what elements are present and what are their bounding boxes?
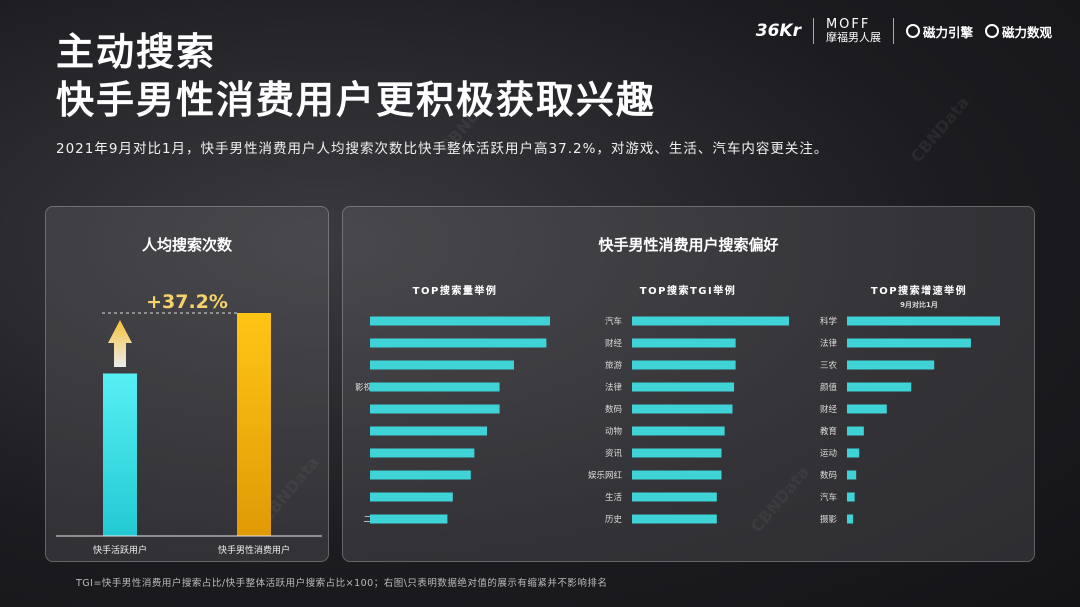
category-label: 动物	[605, 426, 623, 437]
bar	[847, 360, 935, 370]
cili-data-icon	[984, 24, 999, 38]
logo-cili-engine: 磁力引擎	[905, 22, 973, 41]
bar	[237, 313, 271, 536]
bar	[847, 404, 887, 414]
page-subtitle: 2021年9月对比1月，快手男性消费用户人均搜索次数比快手整体活跃用户高37.2…	[56, 141, 829, 157]
bar	[847, 470, 857, 480]
left-chart-svg: 快手活跃用户 快手男性消费用户 +37.2%	[56, 291, 322, 556]
up-arrow-icon	[108, 320, 132, 367]
category-label: 运动	[820, 448, 838, 459]
panel-title: TOP搜索TGI举例	[640, 284, 736, 297]
left-chart-panel: 人均搜索次数 快手活跃用户 快手男性消费用户 +37.2%	[45, 206, 329, 562]
category-label: 摄影	[820, 514, 838, 525]
bar	[847, 492, 855, 502]
bar	[370, 316, 550, 326]
bar	[632, 404, 733, 414]
left-chart-title: 人均搜索次数	[141, 236, 232, 254]
bar	[632, 338, 736, 348]
bar	[632, 360, 736, 370]
category-label: 旅游	[605, 360, 623, 371]
logo-cili-data-text: 磁力数观	[1001, 24, 1052, 40]
bar	[370, 338, 547, 348]
bar	[370, 492, 453, 502]
category-label: 数码	[605, 404, 622, 415]
bar	[632, 492, 717, 502]
bar	[103, 373, 137, 536]
right-chart-svg: TOP搜索量举例游戏生活汽车影视综艺美食明星数码音乐图片二次元TOP搜索TGI举…	[355, 284, 1000, 525]
bar	[370, 382, 500, 392]
bar	[632, 470, 722, 480]
category-label: 法律	[820, 338, 838, 349]
bar	[632, 448, 722, 458]
growth-annotation: +37.2%	[146, 291, 228, 313]
bar	[632, 316, 789, 326]
category-label: 历史	[605, 514, 623, 525]
bar	[847, 426, 864, 436]
category-label: 法律	[605, 382, 623, 393]
x-tick-label: 快手活跃用户	[93, 544, 147, 556]
logo-moff: MOFF 摩福男人展	[826, 18, 881, 44]
bar	[370, 514, 448, 524]
footnote: TGI=快手男性消费用户搜索占比/快手整体活跃用户搜索占比×100；右图\只表明…	[76, 578, 608, 589]
category-label: 财经	[820, 404, 838, 415]
right-chart-title: 快手男性消费用户搜索偏好	[598, 236, 779, 254]
panel-subtitle: 9月对比1月	[900, 300, 938, 309]
x-tick-label: 快手男性消费用户	[218, 544, 290, 556]
logo-cili-engine-text: 磁力引擎	[922, 24, 973, 40]
category-label: 数码	[820, 470, 837, 481]
category-label: 颜值	[820, 382, 838, 393]
category-label: 教育	[820, 426, 837, 437]
page-title-line2: 快手男性消费用户更积极获取兴趣	[56, 78, 657, 122]
logo-bar: 36Kr MOFF 摩福男人展 磁力引擎 磁力数观	[756, 18, 1052, 44]
panel-title: TOP搜索量举例	[413, 284, 498, 297]
bar	[632, 514, 717, 524]
category-label: 科学	[820, 316, 838, 327]
bar	[632, 426, 725, 436]
category-label: 汽车	[820, 492, 837, 503]
logo-moff-cn: 摩福男人展	[825, 31, 881, 44]
bar	[370, 360, 514, 370]
bar	[847, 316, 1000, 326]
category-label: 娱乐网红	[588, 470, 623, 481]
bar	[370, 470, 471, 480]
logo-moff-en: MOFF	[825, 17, 871, 32]
bar	[632, 382, 735, 392]
right-chart-panel: 快手男性消费用户搜索偏好 TOP搜索量举例游戏生活汽车影视综艺美食明星数码音乐图…	[342, 206, 1035, 562]
category-label: 资讯	[605, 448, 623, 459]
logo-cili-data: 磁力数观	[984, 22, 1052, 41]
category-label: 汽车	[605, 316, 622, 327]
category-label: 生活	[605, 492, 623, 503]
bar	[847, 382, 912, 392]
bar	[370, 448, 475, 458]
logo-divider	[892, 18, 894, 44]
panel-title: TOP搜索增速举例	[871, 284, 967, 297]
category-label: 三农	[820, 360, 838, 371]
bar	[370, 426, 487, 436]
bar	[847, 514, 854, 524]
logo-36kr: 36Kr	[755, 21, 801, 41]
page-title-line1: 主动搜索	[56, 30, 217, 74]
cili-engine-icon	[905, 24, 920, 38]
bar	[370, 404, 500, 414]
logo-divider	[812, 18, 814, 44]
bar	[847, 338, 971, 348]
category-label: 财经	[605, 338, 623, 349]
bar	[847, 448, 860, 458]
